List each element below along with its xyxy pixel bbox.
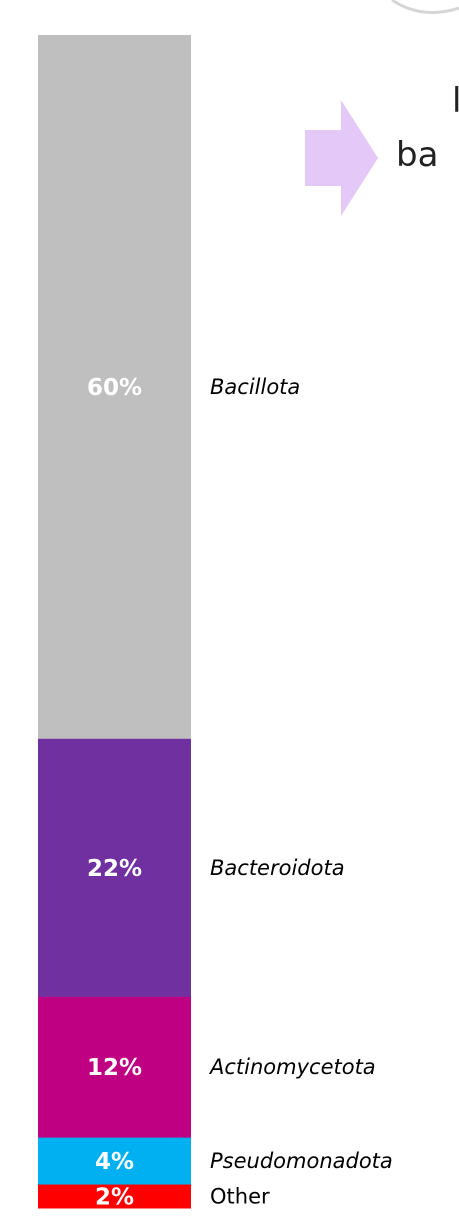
category-label-other: Other bbox=[210, 1184, 270, 1208]
data-label-bacteroidota: 22% bbox=[87, 856, 142, 882]
bar-segment-other bbox=[38, 1184, 191, 1209]
category-label-bacteroidota: Bacteroidota bbox=[210, 856, 345, 880]
category-label-pseudomonadota: Pseudomonadota bbox=[210, 1149, 393, 1173]
bar-segment-bacteroidota bbox=[38, 738, 191, 998]
category-labels: Bacillota Bacteroidota Actinomycetota Pseud… bbox=[208, 375, 393, 1208]
data-label-pseudomonadota: 4% bbox=[95, 1149, 134, 1175]
category-label-actinomycetota: Actinomycetota bbox=[208, 1055, 376, 1079]
partial-heading-line-2: ba bbox=[396, 135, 438, 175]
data-label-actinomycetota: 12% bbox=[87, 1055, 142, 1081]
data-label-other: 2% bbox=[95, 1184, 134, 1210]
percent-labels: 60% 22% 12% 4% 2% bbox=[87, 375, 142, 1210]
category-label-bacillota: Bacillota bbox=[210, 375, 300, 399]
data-label-bacillota: 60% bbox=[87, 375, 142, 401]
bar-segment-bacillota bbox=[38, 35, 191, 740]
partial-heading-line-1: l bbox=[452, 81, 459, 121]
bar-segment-actinomycetota bbox=[38, 996, 191, 1139]
corner-decoration bbox=[391, 0, 459, 14]
bar-segment-pseudomonadota bbox=[38, 1137, 191, 1186]
bar-segments bbox=[38, 35, 191, 1209]
right-arrow-icon bbox=[305, 100, 378, 216]
